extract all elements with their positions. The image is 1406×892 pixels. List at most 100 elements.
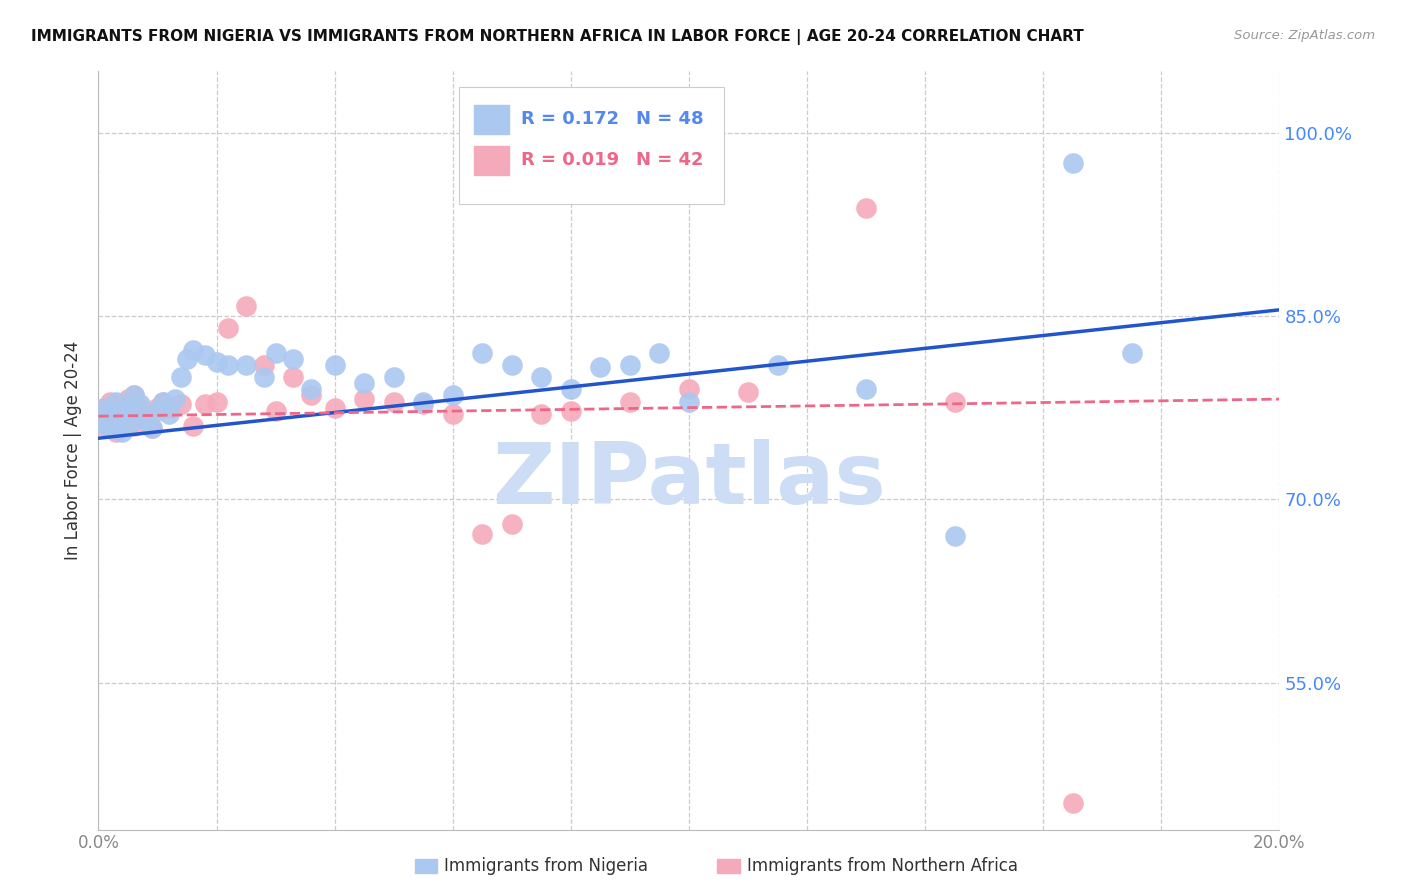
Point [589,360,612,375]
Point [122,388,145,402]
Point [1121,345,1143,359]
Point [135,413,157,427]
Point [157,401,180,415]
Point [382,394,405,409]
Text: R = 0.172: R = 0.172 [522,110,620,128]
Point [217,321,239,335]
Point [412,394,434,409]
Point [855,382,877,396]
Point [152,394,174,409]
Point [105,425,128,439]
Point [117,419,139,434]
Point [141,421,163,435]
Point [560,382,582,396]
Point [264,404,287,418]
Point [471,345,494,359]
Point [117,401,139,415]
Text: IMMIGRANTS FROM NIGERIA VS IMMIGRANTS FROM NORTHERN AFRICA IN LABOR FORCE | AGE : IMMIGRANTS FROM NIGERIA VS IMMIGRANTS FR… [31,29,1084,45]
Text: N = 48: N = 48 [636,110,703,128]
Point [105,394,128,409]
Point [382,370,405,384]
Point [181,419,204,434]
Point [323,358,346,372]
Point [128,401,150,415]
Point [122,388,145,402]
Text: N = 42: N = 42 [636,151,703,169]
Point [943,394,966,409]
Point [253,370,276,384]
Point [122,409,145,424]
Point [1062,796,1084,810]
Point [98,407,121,421]
Bar [474,105,509,135]
Point [128,397,150,411]
Point [530,407,553,421]
Text: Immigrants from Nigeria: Immigrants from Nigeria [444,857,648,875]
Point [678,382,700,396]
Text: R = 0.019: R = 0.019 [522,151,620,169]
Point [353,392,375,406]
Point [441,388,464,402]
Point [619,394,641,409]
Point [323,401,346,415]
Text: Immigrants from Northern Africa: Immigrants from Northern Africa [747,857,1018,875]
Point [152,394,174,409]
Point [253,358,276,372]
Point [353,376,375,391]
Point [105,413,128,427]
Point [176,351,198,366]
Point [111,404,134,418]
Point [619,358,641,372]
FancyBboxPatch shape [458,87,724,204]
Point [98,394,121,409]
Point [530,370,553,384]
Point [501,358,523,372]
Point [194,397,217,411]
Point [943,529,966,543]
Point [501,516,523,531]
Point [181,343,204,358]
Point [93,417,115,431]
Point [205,355,228,369]
Point [299,382,322,396]
Point [170,397,193,411]
Point [111,425,134,439]
Point [117,392,139,406]
Y-axis label: In Labor Force | Age 20-24: In Labor Force | Age 20-24 [65,341,83,560]
Point [299,388,322,402]
Point [117,409,139,424]
Point [283,351,305,366]
Point [235,299,257,313]
Bar [474,146,509,175]
Point [170,370,193,384]
Point [141,421,163,435]
Point [648,345,671,359]
Point [98,417,121,431]
Point [560,404,582,418]
Point [146,401,169,415]
Point [135,413,157,427]
Point [678,394,700,409]
Point [235,358,257,372]
Point [283,370,305,384]
Point [1062,156,1084,170]
Point [165,392,187,406]
Point [98,421,121,435]
Text: Source: ZipAtlas.com: Source: ZipAtlas.com [1234,29,1375,42]
Point [93,401,115,415]
Point [157,407,180,421]
Point [111,401,134,415]
Point [146,404,169,418]
Text: ZIPatlas: ZIPatlas [492,439,886,523]
Point [737,384,759,399]
Point [105,407,128,421]
Point [205,394,228,409]
Point [264,345,287,359]
Point [766,358,789,372]
Point [93,401,115,415]
Point [471,526,494,541]
Point [93,419,115,434]
Point [122,419,145,434]
Point [441,407,464,421]
Point [855,202,877,216]
